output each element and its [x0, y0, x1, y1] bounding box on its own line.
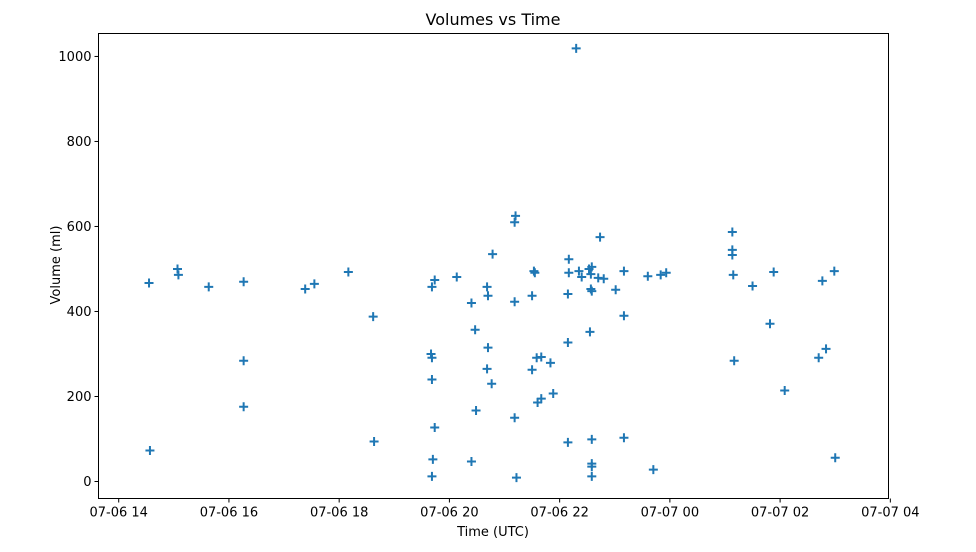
data-point [204, 282, 214, 292]
data-point [144, 278, 154, 288]
x-tick-label: 07-06 18 [310, 506, 368, 521]
y-tick-label: 400 [67, 305, 92, 320]
data-point [427, 471, 437, 481]
data-point [483, 291, 493, 301]
data-point [483, 343, 493, 353]
x-tick-label: 07-07 02 [751, 506, 809, 521]
x-tick-label: 07-06 22 [530, 506, 588, 521]
data-point [427, 282, 437, 292]
data-point [369, 437, 379, 447]
data-point [577, 272, 587, 282]
data-point [536, 352, 546, 362]
data-point [510, 297, 520, 307]
data-point [571, 43, 581, 53]
data-point [611, 285, 621, 295]
data-point [368, 312, 378, 322]
data-point [487, 379, 497, 389]
y-tick-label: 0 [83, 475, 91, 490]
data-point [586, 269, 596, 279]
x-axis-label: Time (UTC) [456, 525, 529, 540]
data-point [814, 353, 824, 363]
data-point [619, 266, 629, 276]
y-tick-label: 800 [67, 135, 92, 150]
data-point [482, 364, 492, 374]
data-point [470, 325, 480, 335]
data-point [780, 386, 790, 396]
x-tick-label: 07-07 04 [861, 506, 919, 521]
data-point [300, 284, 310, 294]
data-point [527, 291, 537, 301]
data-point [530, 268, 540, 278]
data-point [482, 282, 492, 292]
data-point [564, 254, 574, 264]
data-point [452, 272, 462, 282]
y-tick-label: 600 [67, 220, 92, 235]
data-point [563, 338, 573, 348]
data-point [643, 271, 653, 281]
data-point [430, 275, 440, 285]
chart-title: Volumes vs Time [426, 10, 561, 29]
data-point [527, 365, 537, 375]
data-point [239, 356, 249, 366]
data-point [466, 298, 476, 308]
y-tick-label: 200 [67, 390, 92, 405]
data-point [661, 268, 671, 278]
x-tick-label: 07-06 16 [200, 506, 258, 521]
x-tick-label: 07-07 00 [641, 506, 699, 521]
data-point [587, 434, 597, 444]
data-point [173, 270, 183, 280]
data-point [727, 245, 737, 255]
data-point [587, 286, 597, 296]
data-point [769, 267, 779, 277]
data-point [428, 454, 438, 464]
data-point [829, 266, 839, 276]
data-point [727, 227, 737, 237]
data-point [145, 445, 155, 455]
data-point [343, 267, 353, 277]
data-point [545, 358, 555, 368]
data-point [821, 344, 831, 354]
data-point [648, 465, 658, 475]
data-point [765, 319, 775, 329]
data-point [471, 406, 481, 416]
data-point [510, 217, 520, 227]
data-point [563, 437, 573, 447]
data-point [656, 270, 666, 280]
data-point [574, 266, 584, 276]
data-point [585, 327, 595, 337]
x-tick-label: 07-06 20 [420, 506, 478, 521]
data-point [430, 423, 440, 433]
data-point [830, 453, 840, 463]
data-point [599, 274, 609, 284]
data-point [510, 413, 520, 423]
y-axis-label: Volume (ml) [49, 226, 64, 305]
data-point [488, 249, 498, 259]
data-point [548, 389, 558, 399]
data-point [619, 311, 629, 321]
data-point [511, 473, 521, 483]
data-point [466, 457, 476, 467]
data-point [587, 471, 597, 481]
data-point [587, 462, 597, 472]
plot-area-frame [98, 33, 889, 499]
data-point [748, 281, 758, 291]
data-point [729, 356, 739, 366]
data-point [595, 232, 605, 242]
data-point [564, 268, 574, 278]
data-point [619, 433, 629, 443]
data-point [427, 353, 437, 363]
data-point [536, 394, 546, 404]
data-point [239, 277, 249, 287]
data-point [817, 276, 827, 286]
x-tick-label: 07-06 14 [89, 506, 147, 521]
data-point [728, 270, 738, 280]
data-point [309, 279, 319, 289]
data-point [563, 289, 573, 299]
y-tick-label: 1000 [58, 50, 91, 65]
data-point [427, 374, 437, 384]
data-point [239, 402, 249, 412]
